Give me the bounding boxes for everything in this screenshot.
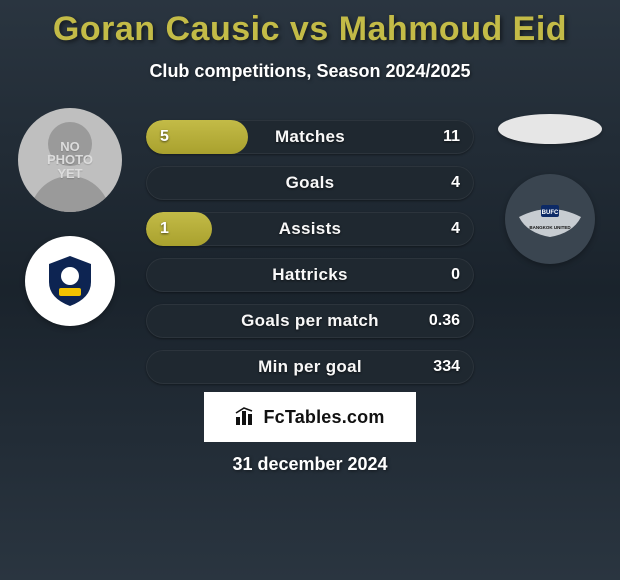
player-left-club-badge (25, 236, 115, 326)
stat-label: Hattricks (146, 258, 474, 292)
subtitle: Club competitions, Season 2024/2025 (10, 61, 610, 82)
stat-right-value: 334 (433, 350, 460, 384)
player-left-avatar: NOPHOTOYET (18, 108, 122, 212)
no-photo-label: NOPHOTOYET (47, 140, 93, 181)
svg-text:BANGKOK UNITED: BANGKOK UNITED (529, 225, 571, 230)
stat-row-goals: Goals 4 (146, 166, 474, 200)
stat-label: Matches (146, 120, 474, 154)
attribution-logo: FcTables.com (204, 392, 416, 442)
stat-row-assists: 1 Assists 4 (146, 212, 474, 246)
stat-row-matches: 5 Matches 11 (146, 120, 474, 154)
stat-label: Assists (146, 212, 474, 246)
player-right-club-badge: BUFC BANGKOK UNITED (505, 174, 595, 264)
stats-bars: 5 Matches 11 Goals 4 1 Assists 4 Hattric… (146, 120, 474, 384)
stat-label: Goals (146, 166, 474, 200)
stat-row-min-per-goal: Min per goal 334 (146, 350, 474, 384)
attribution-text: FcTables.com (263, 407, 384, 428)
stat-right-value: 11 (443, 120, 460, 154)
page-title: Goran Causic vs Mahmoud Eid (10, 10, 610, 49)
svg-text:BUFC: BUFC (542, 210, 559, 216)
stat-right-value: 0.36 (429, 304, 460, 338)
footer-date: 31 december 2024 (0, 454, 620, 475)
stat-right-value: 0 (451, 258, 460, 292)
stat-row-hattricks: Hattricks 0 (146, 258, 474, 292)
stat-label: Goals per match (146, 304, 474, 338)
player-right-avatar (498, 114, 602, 144)
stat-right-value: 4 (451, 212, 460, 246)
stat-right-value: 4 (451, 166, 460, 200)
stat-label: Min per goal (146, 350, 474, 384)
chart-icon (235, 407, 257, 427)
stat-row-goals-per-match: Goals per match 0.36 (146, 304, 474, 338)
